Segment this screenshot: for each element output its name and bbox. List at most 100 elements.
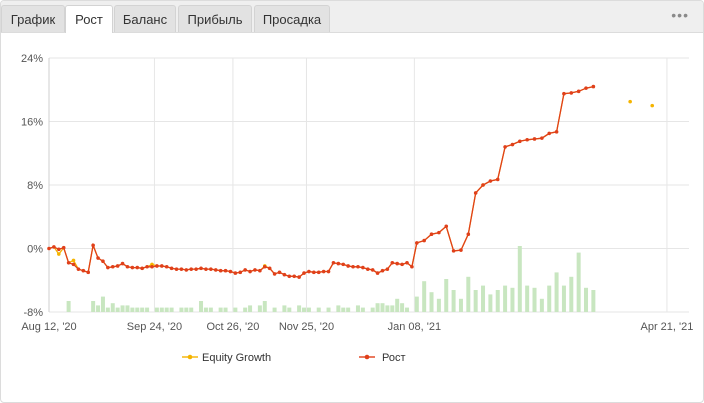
volume-bar	[517, 246, 522, 312]
legend-equity-marker	[187, 354, 193, 360]
rost-point	[277, 270, 282, 275]
legend-equity-label: Equity Growth	[202, 352, 271, 364]
volume-bar	[360, 307, 365, 312]
rost-point	[437, 230, 441, 235]
volume-bar	[164, 307, 169, 312]
rost-point	[336, 261, 341, 266]
legend-rost-label: Рост	[382, 352, 406, 364]
volume-bar	[503, 285, 508, 312]
x-tick-label: Oct 26, '20	[206, 321, 259, 333]
volume-bar	[510, 287, 515, 312]
volume-bar	[262, 301, 267, 312]
rost-point	[52, 245, 56, 249]
volume-bar	[444, 279, 449, 312]
volume-bar	[422, 281, 427, 312]
rost-point	[451, 249, 456, 253]
rost-point	[316, 270, 321, 275]
rost-point	[422, 238, 426, 243]
rost-point	[395, 261, 399, 266]
rost-point	[287, 274, 292, 279]
volume-bar	[355, 305, 360, 312]
volume-bar	[405, 307, 410, 312]
volume-bar	[395, 298, 400, 312]
rost-point	[429, 232, 434, 237]
rost-point	[164, 264, 169, 269]
volume-bar	[569, 276, 574, 312]
volume-bar	[243, 307, 248, 312]
rost-point	[370, 268, 375, 272]
volume-bar	[414, 296, 419, 312]
rost-point	[145, 264, 149, 269]
volume-bar	[547, 285, 552, 312]
rost-point	[282, 272, 287, 277]
rost-point	[179, 267, 184, 271]
legend-item-equity-growth[interactable]: Equity Growth	[182, 352, 271, 364]
volume-bar	[316, 307, 321, 312]
volume-bar	[429, 292, 434, 312]
rost-point	[204, 267, 208, 271]
volume-bar	[189, 307, 194, 312]
tab-prosadka[interactable]: Просадка	[254, 5, 330, 32]
rost-point	[365, 267, 370, 271]
rost-point	[150, 264, 154, 269]
volume-bar	[576, 252, 581, 312]
volume-bar	[390, 305, 395, 312]
rost-point	[130, 265, 135, 270]
rost-point	[199, 266, 203, 271]
rost-point	[189, 267, 194, 271]
rost-point	[47, 246, 51, 251]
rost-point	[495, 177, 500, 182]
y-tick-label: 8%	[27, 180, 43, 192]
rost-point	[331, 260, 336, 265]
rost-point	[169, 266, 174, 271]
tab-pribyl[interactable]: Прибыль	[178, 5, 252, 32]
rost-point	[76, 267, 81, 271]
y-tick-label: 16%	[21, 117, 43, 129]
rost-point	[312, 270, 316, 275]
rost-point	[233, 271, 238, 275]
volume-bar	[473, 290, 478, 312]
volume-bar	[341, 307, 346, 312]
rost-point	[390, 260, 395, 265]
rost-point	[473, 191, 478, 195]
volume-bar	[272, 307, 277, 312]
volume-bar	[91, 301, 96, 312]
rost-point	[400, 262, 404, 267]
legend: Equity Growth Рост	[182, 352, 406, 364]
rost-point	[307, 269, 311, 274]
rost-point	[444, 224, 449, 229]
legend-item-rost[interactable]: Рост	[359, 352, 406, 364]
volume-bar	[257, 305, 262, 312]
tab-rost[interactable]: Рост	[65, 5, 113, 33]
series-line-rost	[48, 85, 594, 278]
rost-point	[213, 268, 218, 272]
x-tick-label: Sep 24, '20	[127, 321, 182, 333]
rost-point	[351, 264, 355, 269]
rost-point	[321, 269, 326, 274]
rost-point	[115, 264, 120, 268]
volume-bar	[199, 301, 204, 312]
tab-balans[interactable]: Баланс	[114, 5, 176, 32]
grid-lines	[48, 57, 689, 313]
rost-point	[106, 265, 110, 270]
volume-bar	[248, 305, 253, 312]
volume-bar	[184, 307, 189, 312]
rost-point	[135, 265, 140, 270]
tab-grafik[interactable]: График	[1, 5, 65, 32]
volume-bar	[115, 307, 120, 312]
volume-bar	[436, 298, 441, 312]
rost-point	[91, 243, 95, 248]
volume-bar	[154, 307, 159, 312]
rost-point	[361, 265, 365, 270]
rost-point	[209, 267, 213, 271]
rost-point	[61, 245, 66, 250]
volume-bar	[591, 290, 596, 312]
rost-point	[380, 268, 385, 273]
volume-bar	[169, 307, 174, 312]
rost-point	[101, 259, 105, 263]
more-dots-icon[interactable]: •••	[671, 7, 689, 23]
rost-point	[81, 268, 86, 273]
volume-bar	[481, 285, 486, 312]
equity-point	[650, 103, 655, 108]
